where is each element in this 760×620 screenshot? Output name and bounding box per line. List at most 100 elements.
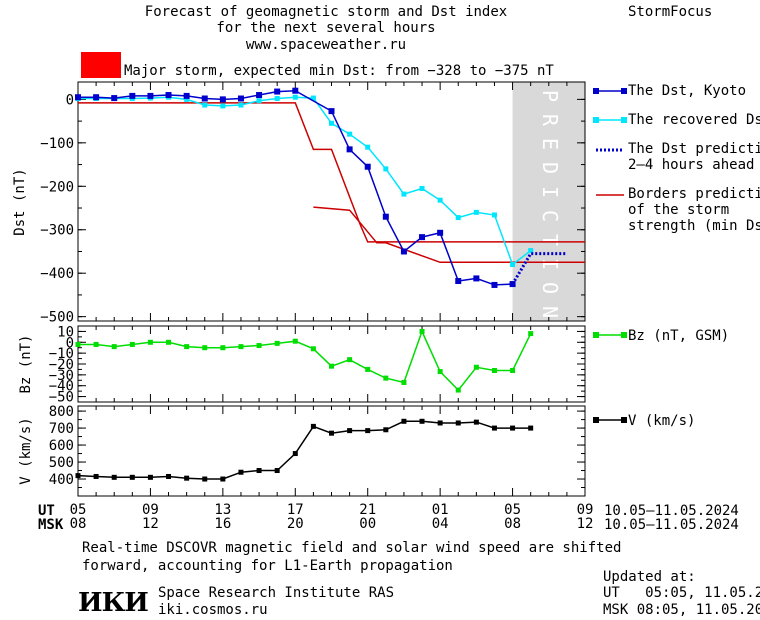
bz-point — [383, 375, 389, 381]
recovered-dst-point — [419, 185, 425, 191]
prediction-zone-letter: D — [538, 162, 562, 174]
bz-point — [220, 345, 226, 351]
kyoto-dst-point — [274, 88, 281, 95]
recovered-dst-point — [329, 120, 334, 126]
footer-note-1: Real-time DSCOVR magnetic field and sola… — [82, 540, 622, 556]
bz-point — [292, 338, 298, 344]
recovered-dst-point — [202, 102, 208, 108]
bz-point — [147, 339, 153, 345]
site-url[interactable]: www.spaceweather.ru — [245, 37, 407, 53]
kyoto-dst-point — [292, 87, 299, 94]
recovered-dst-point — [455, 215, 461, 221]
msk-tick-label: 08 — [70, 516, 87, 532]
kyoto-dst-point — [364, 163, 371, 170]
legend-borders-2: of the storm — [628, 202, 730, 218]
kyoto-dst-point — [93, 94, 100, 101]
y-tick-label: −100 — [40, 136, 74, 152]
bz-point — [528, 331, 534, 337]
v-point — [184, 475, 190, 481]
msk-tick-label: 12 — [142, 516, 159, 532]
v-point — [292, 451, 298, 457]
bz-point — [365, 366, 371, 372]
prediction-zone-letter: N — [538, 306, 562, 318]
prediction-zone — [512, 82, 585, 321]
bz-point — [256, 343, 262, 349]
bz-point — [473, 364, 479, 370]
dst-prediction-line — [511, 252, 567, 285]
v-point — [147, 474, 153, 480]
v-point — [347, 428, 353, 434]
borders-line-upper — [78, 102, 585, 243]
kyoto-dst-line — [78, 89, 513, 286]
ut-tick-label: 21 — [359, 502, 376, 518]
y-tick-label: 400 — [49, 472, 74, 488]
recovered-dst-point — [220, 103, 226, 109]
v-point — [75, 473, 81, 479]
storm-level-box — [81, 52, 121, 78]
legend-prediction-1: The Dst prediction — [628, 141, 760, 157]
msk-tick-label: 04 — [432, 516, 449, 532]
kyoto-dst-point — [219, 96, 226, 103]
recovered-dst-point — [292, 94, 298, 100]
recovered-dst-point — [365, 144, 371, 150]
recovered-dst-line — [78, 96, 532, 266]
ut-date-range: 10.05–11.05.2024 — [604, 503, 739, 519]
recovered-dst-point — [437, 197, 443, 203]
v-point — [528, 425, 534, 431]
recovered-dst-point — [310, 95, 316, 101]
recovered-dst-point — [510, 262, 516, 268]
storm-label: Major storm, expected min Dst: from −328… — [124, 63, 554, 79]
dst-panel-frame — [77, 81, 586, 322]
bz-point — [329, 363, 334, 369]
v-point — [401, 418, 407, 424]
v-point — [238, 469, 244, 475]
recovered-dst-point — [238, 102, 244, 108]
v-point — [491, 425, 497, 431]
kyoto-dst-point — [237, 95, 244, 102]
v-axis-label: V (km/s) — [18, 417, 34, 484]
recovered-dst-point — [401, 191, 407, 197]
legend-prediction-2: 2–4 hours ahead — [628, 157, 755, 173]
bz-point — [310, 346, 316, 352]
footer-note-2: forward, accounting for L1-Earth propaga… — [82, 558, 453, 574]
legend-kyoto-symbol-marker — [593, 88, 599, 94]
institute-site[interactable]: iki.cosmos.ru — [158, 602, 268, 618]
bz-point — [166, 339, 172, 345]
prediction-zone-letter: C — [538, 210, 562, 222]
kyoto-dst-point — [129, 92, 136, 99]
msk-tick-label: 12 — [577, 516, 594, 532]
kyoto-dst-point — [256, 92, 263, 99]
legend-bz-symbol-marker — [593, 332, 599, 338]
updated-ut: UT 05:05, 11.05.2024 — [603, 585, 760, 601]
recovered-dst-point — [491, 212, 497, 218]
v-point — [220, 476, 226, 482]
bz-point — [202, 345, 208, 351]
y-tick-label: 0 — [66, 335, 74, 351]
ut-tick-label: 17 — [287, 502, 304, 518]
prediction-zone-letter: R — [538, 114, 562, 127]
kyoto-dst-point — [455, 278, 462, 285]
kyoto-dst-point — [165, 92, 172, 99]
v-point — [510, 425, 516, 431]
kyoto-dst-point — [147, 92, 154, 99]
msk-tick-label: 16 — [214, 516, 231, 532]
bz-line — [78, 329, 532, 392]
y-tick-label: 600 — [49, 438, 74, 454]
v-point — [310, 423, 316, 429]
y-tick-label: −400 — [40, 266, 74, 282]
v-point — [419, 418, 425, 424]
bz-point — [129, 341, 135, 347]
bz-point — [93, 341, 99, 347]
legend-recovered-symbol-marker — [621, 117, 627, 123]
legend-recovered-symbol-marker — [593, 117, 599, 123]
y-tick-label: −40 — [49, 379, 74, 395]
kyoto-dst-point — [201, 95, 208, 102]
y-tick-label: 10 — [57, 324, 74, 340]
bz-axis-label: Bz (nT) — [18, 334, 34, 393]
recovered-dst-point — [184, 96, 190, 102]
updated-label: Updated at: — [603, 569, 696, 585]
legend-borders-1: Borders prediction — [628, 186, 760, 202]
y-tick-label: 500 — [49, 455, 74, 471]
y-tick-label: −500 — [40, 310, 74, 326]
kyoto-dst-point — [400, 248, 407, 255]
